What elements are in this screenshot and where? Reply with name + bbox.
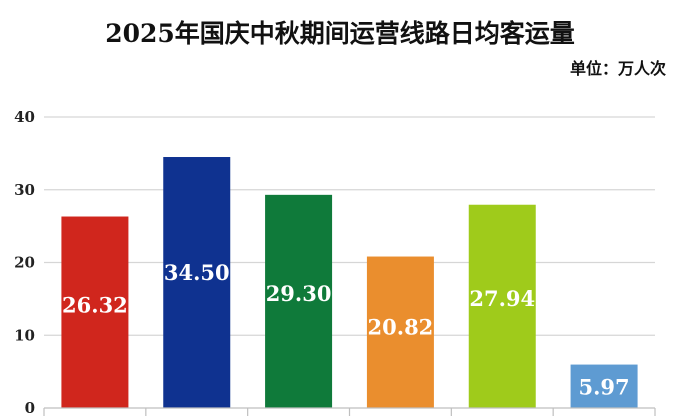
bar — [570, 364, 638, 408]
y-tick-label: 10 — [14, 326, 35, 344]
bar-value-label: 34.50 — [164, 260, 230, 285]
bar — [61, 216, 129, 408]
bar — [468, 204, 536, 408]
bar-value-label: 26.32 — [62, 293, 128, 318]
gridlines — [44, 116, 655, 336]
bar — [366, 256, 434, 408]
y-tick-label: 30 — [14, 181, 35, 199]
y-tick-label: 0 — [25, 399, 35, 417]
bars: 26.32 34.50 29.30 20.82 27.94 5.97 — [61, 157, 638, 408]
bar-value-label: 29.30 — [266, 281, 332, 306]
y-tick-label: 20 — [14, 254, 35, 272]
bar — [163, 157, 231, 408]
bar-value-label: 20.82 — [368, 315, 434, 340]
bar — [265, 194, 333, 408]
chart-title: 2025年国庆中秋期间运营线路日均客运量 — [105, 19, 575, 48]
bar-value-label: 5.97 — [579, 374, 630, 399]
y-axis: 0 10 20 30 40 — [14, 108, 35, 417]
unit-label: 单位：万人次 — [569, 59, 666, 78]
x-axis — [43, 407, 656, 416]
y-tick-label: 40 — [14, 108, 35, 126]
bar-value-label: 27.94 — [469, 286, 535, 311]
